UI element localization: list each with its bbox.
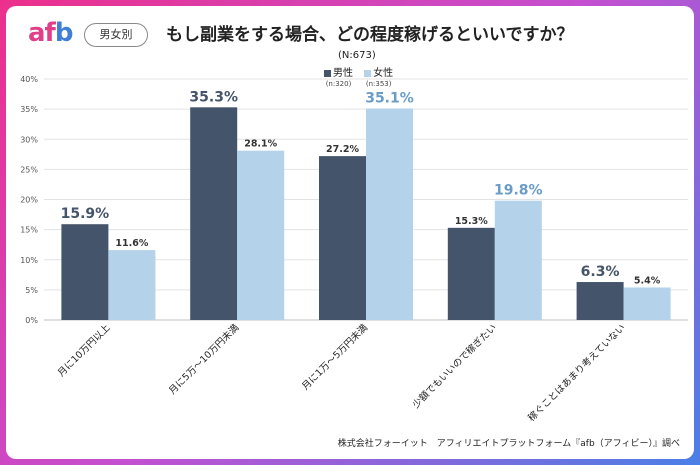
category-label: 少額でもいいので稼ぎたい <box>410 322 499 411</box>
y-tick-label: 5% <box>25 286 38 295</box>
bar-chart: 0% 5% 10% 15% 20% 25% 30% 35% 40% 15.9% 11.6% 月に10万… <box>20 75 688 424</box>
legend-male: 男性 (n:320) <box>324 68 353 88</box>
chart-card: afb 男女別 もし副業をする場合、どの程度稼げるといいですか？ (N:673)… <box>6 6 694 459</box>
bar-male <box>61 224 109 320</box>
y-tick-label: 15% <box>20 226 38 235</box>
legend: 男性 (n:320) 女性 (n:353) <box>324 64 401 88</box>
afb-logo: afb <box>28 18 73 48</box>
bar-male <box>447 227 495 320</box>
data-label: 19.8% <box>494 183 543 199</box>
data-label: 6.3% <box>581 264 620 280</box>
category-label: 稼ぐことはあまり考えていない <box>526 322 628 424</box>
category-label: 月に10万円以上 <box>56 322 113 379</box>
data-label: 11.6% <box>115 238 148 249</box>
data-label: 15.3% <box>455 216 488 227</box>
category-label: 月に1万～5万円未満 <box>299 321 370 392</box>
legend-female-swatch <box>364 69 372 77</box>
source-footer: 株式会社フォーイット アフィリエイトプラットフォーム『afb（アフィビー）』調べ <box>337 439 680 449</box>
legend-male-n: (n:320) <box>325 80 352 88</box>
y-tick-label: 10% <box>20 256 38 265</box>
y-tick-label: 40% <box>20 75 38 84</box>
y-tick-label: 20% <box>20 196 38 205</box>
y-tick-label: 25% <box>20 165 38 174</box>
legend-male-swatch <box>324 69 331 77</box>
y-tick-label: 30% <box>20 135 38 144</box>
y-tick-label: 35% <box>20 105 38 114</box>
bar-female <box>494 200 542 320</box>
bar-female <box>366 108 413 321</box>
data-label: 5.4% <box>634 275 661 286</box>
bar-male <box>319 156 366 320</box>
bar-female <box>237 150 285 320</box>
sample-size: (N:673) <box>338 50 376 61</box>
y-tick-label: 0% <box>25 316 38 325</box>
category-label: 月に5万～10万円未満 <box>166 321 241 396</box>
data-label: 28.1% <box>244 139 277 150</box>
segment-badge: 男女別 <box>84 23 148 47</box>
legend-female-n: (n:353) <box>365 80 392 88</box>
data-label: 15.9% <box>61 206 110 222</box>
bar-female <box>108 250 156 320</box>
bar-female <box>623 287 671 320</box>
legend-female: 女性 (n:353) <box>364 68 394 88</box>
chart-title: もし副業をする場合、どの程度稼げるといいですか？ <box>166 25 574 45</box>
data-label: 35.3% <box>189 89 238 105</box>
bar-male <box>576 282 624 320</box>
data-label: 35.1% <box>365 91 414 107</box>
data-label: 27.2% <box>326 144 359 155</box>
bar-male <box>190 107 238 320</box>
